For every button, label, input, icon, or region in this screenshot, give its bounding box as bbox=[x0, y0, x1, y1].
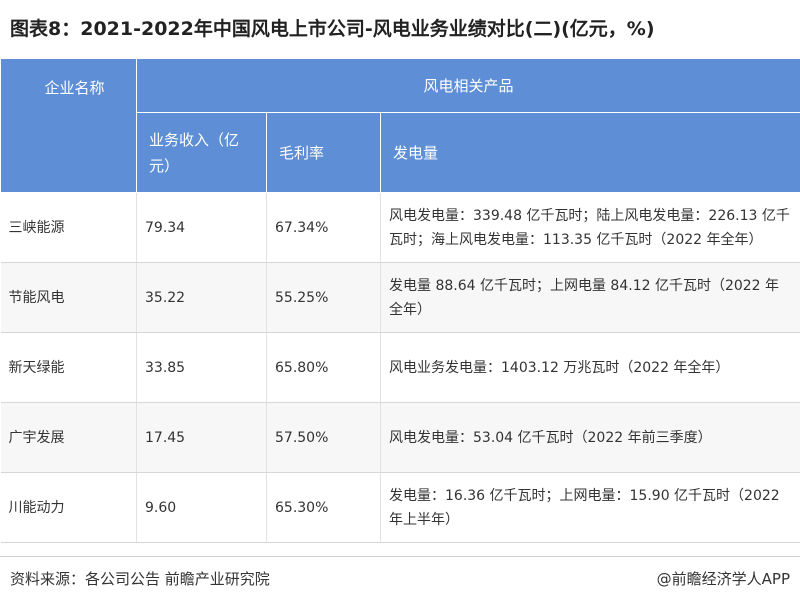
company-name: 新天绿能 bbox=[0, 332, 137, 403]
power-cell: 发电量 88.64 亿千瓦时；上网电量 84.12 亿千瓦时（2022 年全年） bbox=[380, 262, 800, 333]
header-margin: 毛利率 bbox=[266, 112, 381, 193]
margin-cell: 67.34% bbox=[266, 192, 381, 263]
table-row: 新天绿能 33.85 65.80% 风电业务发电量：1403.12 万兆瓦时（2… bbox=[0, 332, 800, 403]
company-name: 川能动力 bbox=[0, 472, 137, 543]
brand-credit: @前瞻经济学人APP bbox=[656, 570, 790, 588]
company-name: 三峡能源 bbox=[0, 192, 137, 263]
table-row: 三峡能源 79.34 67.34% 风电发电量：339.48 亿千瓦时；陆上风电… bbox=[0, 192, 800, 263]
company-name: 节能风电 bbox=[0, 262, 137, 333]
margin-cell: 65.30% bbox=[266, 472, 381, 543]
margin-cell: 55.25% bbox=[266, 262, 381, 333]
margin-cell: 57.50% bbox=[266, 402, 381, 473]
header-power: 发电量 bbox=[379, 112, 800, 193]
footer-divider bbox=[0, 556, 800, 557]
power-cell: 发电量：16.36 亿千瓦时；上网电量：15.90 亿千瓦时（2022 年上半年… bbox=[380, 472, 800, 543]
power-cell: 风电业务发电量：1403.12 万兆瓦时（2022 年全年） bbox=[380, 332, 800, 403]
revenue-cell: 35.22 bbox=[136, 262, 267, 333]
revenue-cell: 79.34 bbox=[136, 192, 267, 263]
table-row: 川能动力 9.60 65.30% 发电量：16.36 亿千瓦时；上网电量：15.… bbox=[0, 472, 800, 543]
comparison-table: 企业名称 风电相关产品 业务收入（亿元） 毛利率 发电量 三峡能源 79.34 … bbox=[0, 58, 800, 543]
header-revenue: 业务收入（亿元） bbox=[136, 112, 267, 193]
revenue-cell: 33.85 bbox=[136, 332, 267, 403]
table-row: 广宇发展 17.45 57.50% 风电发电量：53.04 亿千瓦时（2022 … bbox=[0, 402, 800, 473]
revenue-cell: 17.45 bbox=[136, 402, 267, 473]
header-company: 企业名称 bbox=[0, 58, 137, 193]
table-row: 节能风电 35.22 55.25% 发电量 88.64 亿千瓦时；上网电量 84… bbox=[0, 262, 800, 333]
company-name: 广宇发展 bbox=[0, 402, 137, 473]
margin-cell: 65.80% bbox=[266, 332, 381, 403]
header-product-group: 风电相关产品 bbox=[135, 58, 800, 113]
power-cell: 风电发电量：53.04 亿千瓦时（2022 年前三季度） bbox=[380, 402, 800, 473]
source-note: 资料来源：各公司公告 前瞻产业研究院 bbox=[10, 570, 270, 588]
revenue-cell: 9.60 bbox=[136, 472, 267, 543]
power-cell: 风电发电量：339.48 亿千瓦时；陆上风电发电量：226.13 亿千瓦时；海上… bbox=[380, 192, 800, 263]
page-title: 图表8：2021-2022年中国风电上市公司-风电业务业绩对比(二)(亿元，%) bbox=[10, 18, 655, 40]
